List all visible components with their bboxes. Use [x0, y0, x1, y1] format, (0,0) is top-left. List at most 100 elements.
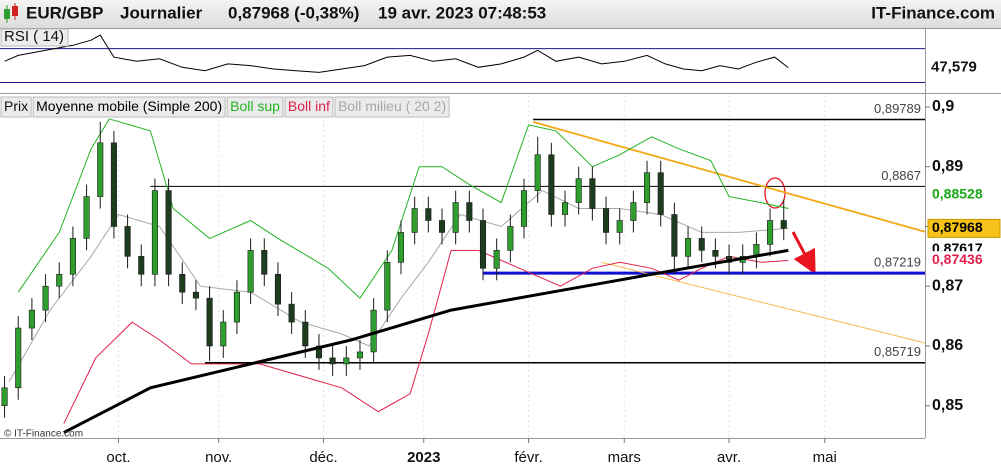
candle-body [302, 321, 309, 347]
highlight-circle [764, 177, 786, 209]
candle-body [384, 262, 391, 311]
candle-body [97, 142, 104, 197]
candle-body [247, 250, 254, 293]
legend-box [334, 96, 450, 118]
candle-body [370, 309, 377, 353]
header-bar [0, 0, 1001, 28]
period: Journalier [120, 3, 203, 22]
candle-body [124, 226, 131, 257]
candle-body [411, 208, 418, 233]
candle-body [534, 154, 541, 191]
x-tick-label: déc. [309, 449, 337, 466]
x-tick-label: 2023 [407, 449, 440, 466]
candle-body [397, 232, 405, 263]
candle-body [329, 357, 336, 365]
candle-body [644, 172, 651, 203]
x-tick-label: oct. [106, 449, 130, 466]
candle-body [138, 256, 145, 275]
candle-body [520, 190, 528, 227]
rsi-line [4, 34, 789, 73]
candle-body [493, 250, 500, 269]
candle-body [1, 387, 8, 407]
price-label: 0,87436 [932, 251, 983, 267]
candle-body [685, 238, 692, 257]
rsi-title-box [0, 28, 69, 47]
legend-label: Prix [4, 98, 28, 114]
legend-box [0, 96, 32, 118]
candle-body [343, 357, 350, 365]
candle-body [206, 297, 213, 347]
y-tick-label: 0,86 [932, 337, 963, 354]
y-tick-label: 0,87 [932, 277, 963, 294]
candle-body [274, 273, 281, 305]
candle-body [83, 196, 90, 239]
legend-label: Boll milieu ( 20 2) [338, 98, 446, 114]
candle-body [479, 220, 487, 269]
trend-line [532, 121, 926, 233]
candle-body [56, 273, 63, 287]
candle-body [165, 190, 172, 275]
y-tick-label: 0,89 [932, 158, 963, 175]
candle-body [767, 220, 774, 245]
indicator-line [17, 118, 789, 299]
candle-body [438, 220, 446, 233]
level-label: 0,8867 [881, 168, 921, 183]
candle-body [589, 178, 596, 209]
candle-body [712, 250, 719, 257]
legend-box [32, 96, 226, 118]
price-label-box [927, 218, 1001, 238]
x-tick-label: mai [813, 449, 837, 466]
candle-body [15, 327, 22, 389]
candle-body [698, 238, 705, 251]
candle-body [657, 172, 664, 215]
legend-label: Moyenne mobile (Simple 200) [36, 98, 222, 114]
legend-box [284, 96, 334, 118]
moving-average-line [63, 248, 789, 434]
candle-body [28, 309, 35, 329]
rsi-last-label: 47,579 [931, 59, 977, 76]
y-tick-label: 0,9 [932, 98, 954, 115]
quote: 0,87968 (-0,38%) [228, 3, 359, 22]
candle-body [507, 226, 514, 251]
candle-body [603, 208, 610, 233]
candle-body [425, 208, 432, 221]
candle-body [233, 291, 240, 323]
rsi-title: RSI ( 14) [4, 28, 64, 45]
price-label-box [928, 185, 1000, 204]
trend-line [601, 261, 926, 344]
indicator-line [63, 249, 789, 424]
candle-body [630, 202, 637, 221]
price-label: 0,87968 [932, 219, 983, 235]
symbol: EUR/GBP [26, 3, 103, 22]
candle-body [671, 214, 678, 257]
candle-body [780, 220, 787, 229]
watermark: © IT-Finance.com [4, 429, 83, 440]
candle-body [179, 273, 186, 293]
legend-label: Boll sup [230, 98, 280, 114]
candle-body [110, 142, 117, 227]
candle-body [466, 202, 473, 221]
candle-body [42, 285, 49, 311]
y-tick-label: 0,85 [932, 397, 963, 414]
candle-body [616, 220, 623, 233]
candle-body [356, 351, 364, 359]
candle-body [315, 345, 322, 359]
candle-body [575, 178, 582, 203]
candle-body [220, 321, 227, 347]
candle-body [192, 291, 199, 299]
arrow [791, 231, 816, 275]
candle-body [261, 250, 268, 275]
candle-body [288, 303, 295, 323]
candle-body [151, 190, 158, 275]
x-tick-label: nov. [205, 449, 232, 466]
legend-box [226, 96, 284, 118]
candle-body [561, 202, 569, 215]
logo-icon [4, 3, 18, 23]
price-label-box [928, 251, 1000, 270]
site: IT-Finance.com [871, 3, 995, 22]
legend-label: Boll inf [288, 98, 330, 114]
x-tick-label: mars [608, 449, 641, 466]
level-label: 0,85719 [874, 344, 921, 359]
candle-body [69, 238, 76, 275]
